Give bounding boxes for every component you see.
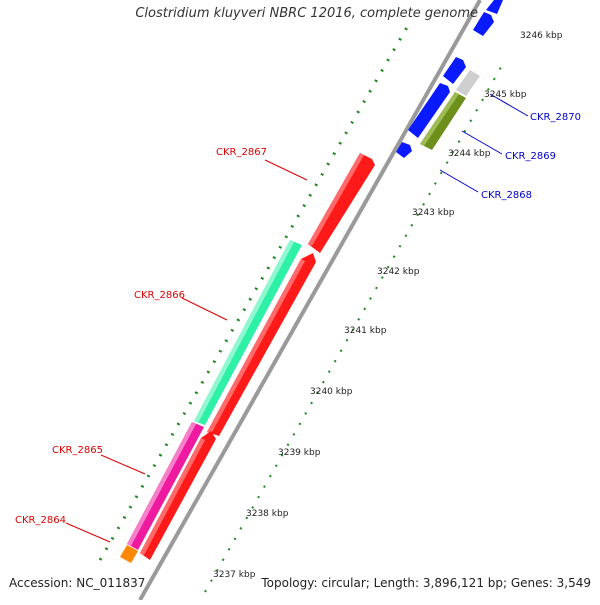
gene-ckr-2866-arrow xyxy=(207,253,316,436)
gene-ckr-2869-olive-bar xyxy=(420,92,466,150)
leader-ckr-2868 xyxy=(439,169,479,193)
kbp-tick-label: 3241 kbp xyxy=(344,326,387,336)
gene-blue-arrow-small xyxy=(396,142,412,158)
gene-ckr-2865-pink-bar xyxy=(127,422,204,550)
kbp-tick-label: 3239 kbp xyxy=(278,448,321,458)
kbp-tick-label: 3237 kbp xyxy=(213,570,256,580)
kbp-tick-label: 3245 kbp xyxy=(484,90,527,100)
genome-title: Clostridium kluyveri NBRC 12016, complet… xyxy=(135,6,478,21)
gene-label-ckr-2866[interactable]: CKR_2866 xyxy=(134,290,185,301)
gene-label-ckr-2865[interactable]: CKR_2865 xyxy=(52,445,103,456)
gene-label-ckr-2868[interactable]: CKR_2868 xyxy=(481,190,532,201)
leader-ckr-2866 xyxy=(181,297,228,321)
leader-ckr-2865 xyxy=(100,454,146,475)
gene-blue-arrow-top-2 xyxy=(486,0,503,14)
leader-ckr-2867 xyxy=(264,159,308,181)
kbp-tick-label: 3238 kbp xyxy=(246,509,289,519)
leader-ckr-2864 xyxy=(65,522,111,543)
genome-backbone xyxy=(138,0,482,601)
outer-dotted-track xyxy=(98,21,412,561)
accession-text: Accession: NC_011837 xyxy=(9,576,146,590)
kbp-tick-label: 3244 kbp xyxy=(448,149,491,159)
gene-ckr-2866-green-bar xyxy=(194,240,302,425)
leader-ckr-2870 xyxy=(489,93,529,117)
gene-ckr-2865-red-arrow xyxy=(140,431,216,560)
gene-label-ckr-2864[interactable]: CKR_2864 xyxy=(15,515,66,526)
gene-ckr-2867-arrow xyxy=(308,153,375,253)
leader-ckr-2869 xyxy=(461,130,503,155)
gene-ckr-2864-orange-bar xyxy=(120,545,138,563)
topology-text: Topology: circular; Length: 3,896,121 bp… xyxy=(261,576,591,590)
kbp-tick-label: 3242 kbp xyxy=(377,267,420,277)
gene-label-ckr-2867[interactable]: CKR_2867 xyxy=(216,147,267,158)
gene-label-ckr-2869[interactable]: CKR_2869 xyxy=(505,151,556,162)
kbp-tick-label: 3243 kbp xyxy=(412,208,455,218)
kbp-tick-label: 3240 kbp xyxy=(310,387,353,397)
gene-blue-arrow-upper xyxy=(443,57,466,84)
gene-label-ckr-2870[interactable]: CKR_2870 xyxy=(530,112,581,123)
gene-ckr-2870-gray-bar xyxy=(456,70,480,96)
gene-blue-arrow-top-1 xyxy=(473,12,494,36)
kbp-tick-label: 3246 kbp xyxy=(520,31,563,41)
gene-ckr-2868-blue-arrow xyxy=(408,83,450,138)
